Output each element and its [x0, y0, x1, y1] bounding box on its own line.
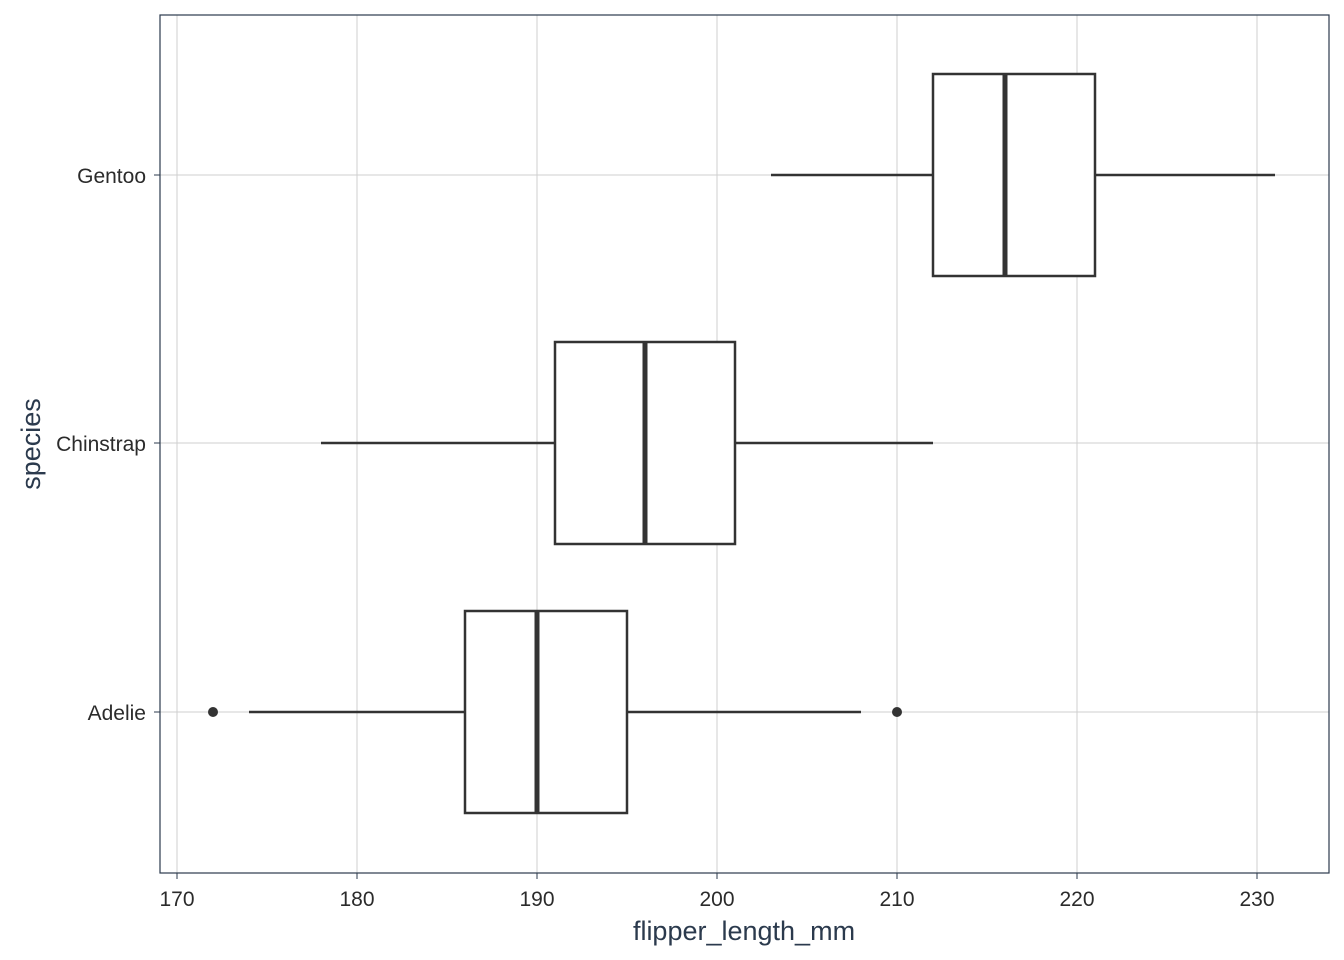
x-tick-label: 220 [1059, 888, 1094, 911]
outlier-point [892, 707, 902, 717]
x-tick-label: 170 [159, 888, 194, 911]
x-axis-title: flipper_length_mm [633, 916, 855, 946]
x-tick-label: 180 [339, 888, 374, 911]
box-chinstrap [321, 340, 933, 546]
box-gentoo [771, 72, 1275, 278]
x-axis-ticks: 170 180 190 200 210 220 230 [159, 873, 1275, 911]
iqr-box [931, 72, 1097, 278]
y-tick-label: Gentoo [77, 165, 146, 188]
x-tick-label: 210 [879, 888, 914, 911]
x-tick-label: 190 [519, 888, 554, 911]
y-axis-ticks: Adelie Chinstrap Gentoo [56, 165, 160, 725]
x-tick-label: 200 [699, 888, 734, 911]
y-tick-label: Adelie [88, 702, 146, 725]
box-adelie [208, 609, 902, 815]
y-axis-title: species [16, 398, 46, 490]
outlier-point [208, 707, 218, 717]
x-tick-label: 230 [1239, 888, 1274, 911]
box-layer [208, 72, 1275, 815]
plot-frame [159, 14, 1330, 874]
y-tick-label: Chinstrap [56, 433, 146, 456]
iqr-box [463, 609, 629, 815]
